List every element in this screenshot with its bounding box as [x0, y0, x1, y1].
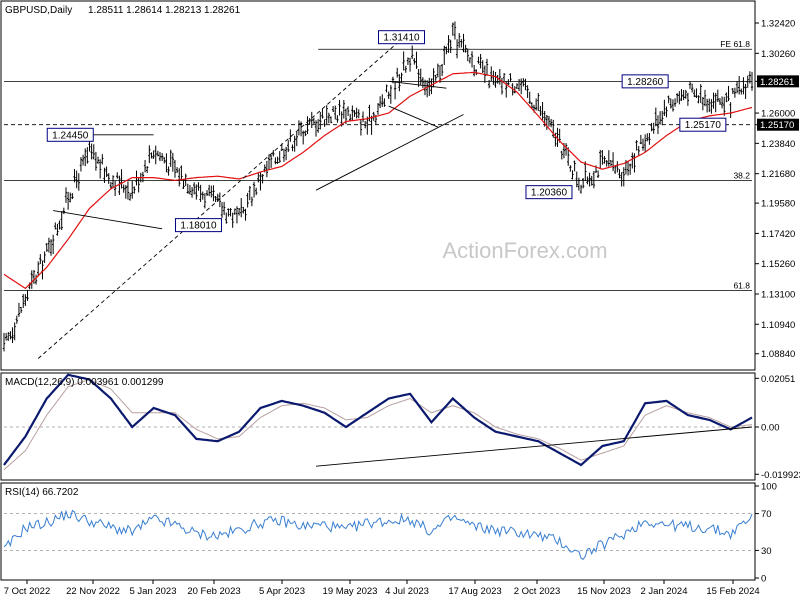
macd-y-tick-label: -0.019923 [761, 470, 800, 481]
x-tick-label: 15 Feb 2024 [706, 586, 759, 597]
support-price-box [757, 118, 799, 131]
price-y-tick-label: 1.30260 [761, 49, 795, 60]
lower-channel-line [53, 210, 163, 230]
price-y-tick-label: 1.17420 [761, 229, 795, 240]
x-tick-label: 7 Oct 2022 [4, 586, 50, 597]
level-label: 1.18010 [180, 221, 217, 232]
level-label-box [174, 218, 222, 233]
price-y-tick-label: 1.26000 [761, 109, 795, 120]
price-y-tick-label: 1.23840 [761, 139, 795, 150]
level-label: 1.28260 [627, 77, 664, 88]
macd-panel-frame [0, 372, 756, 481]
price-bars [2, 21, 754, 352]
level-label-box [378, 30, 426, 45]
macd-line [3, 373, 753, 467]
macd-title: MACD(12,26,9) 0.003961 0.001299 [5, 377, 164, 388]
price-y-tick-label: 1.15260 [761, 259, 795, 270]
fib-label: 38.2 [733, 171, 750, 181]
x-tick-label: 15 Nov 2023 [577, 586, 631, 597]
moving-average [3, 71, 753, 290]
macd-signal-line [3, 379, 753, 471]
rsi-panel-frame [0, 482, 756, 581]
fib-label: 61.8 [733, 280, 750, 290]
level-label: 1.31410 [383, 33, 420, 44]
rsi-title: RSI(14) 66.7202 [5, 487, 79, 498]
x-tick-label: 4 Jul 2023 [385, 586, 429, 597]
ohlc-values: 1.28511 1.28614 1.28213 1.28261 [88, 5, 241, 16]
x-tick-label: 5 Apr 2023 [259, 586, 305, 597]
macd-trendline [315, 426, 753, 467]
triangle-upper-line [388, 80, 447, 89]
price-annotations: 1.31410 1.28260 1.24450 1.25170 1.20360 1.180… [37, 30, 750, 359]
price-y-tick-label: 1.21680 [761, 169, 795, 180]
rsi-indicator: 100 70 30 0 [3, 482, 777, 585]
watermark: ActionForex.com [442, 238, 607, 263]
rsi-y-tick-label: 100 [761, 482, 777, 493]
support-price-label: 1.25170 [760, 120, 794, 131]
triangle-lower-line [388, 105, 439, 128]
level-label-box [679, 117, 727, 132]
price-y-tick-label: 1.32420 [761, 19, 795, 30]
level-label: 1.20360 [531, 188, 568, 199]
rsi-y-tick-label: 30 [761, 546, 772, 557]
x-axis: 7 Oct 2022 22 Nov 2022 5 Jan 2023 20 Feb 20… [4, 580, 760, 597]
macd-indicator: 0.02051 0.00 -0.019923 [3, 373, 800, 481]
price-panel-frame [0, 0, 756, 371]
rsi-y-tick-label: 70 [761, 509, 772, 520]
price-y-tick-label: 1.10940 [761, 320, 795, 331]
macd-y-tick-label: 0.02051 [761, 374, 795, 385]
level-label-box [46, 127, 94, 142]
last-price-label: 1.28261 [760, 77, 794, 88]
trend-to-right [315, 114, 464, 191]
level-label: 1.24450 [52, 130, 89, 141]
x-tick-label: 19 May 2023 [323, 586, 378, 597]
symbol-info: GBPUSD,Daily [5, 5, 72, 16]
price-y-tick-label: 1.13100 [761, 289, 795, 300]
level-label-box [525, 185, 573, 200]
fib-label: FE 61.8 [720, 39, 750, 49]
level-label: 1.25170 [685, 120, 722, 131]
price-y-tick-label: 1.19580 [761, 199, 795, 210]
rsi-line [3, 509, 753, 560]
x-tick-label: 2 Jan 2024 [640, 586, 687, 597]
last-price-box [757, 75, 799, 88]
x-tick-label: 17 Aug 2023 [448, 586, 501, 597]
macd-y-tick-label: 0.00 [761, 423, 780, 434]
x-tick-label: 22 Nov 2022 [66, 586, 120, 597]
level-label-box [621, 74, 669, 89]
rsi-y-tick-label: 0 [761, 574, 766, 585]
x-tick-label: 5 Jan 2023 [129, 586, 176, 597]
x-tick-label: 2 Oct 2023 [514, 586, 560, 597]
price-y-tick-label: 1.08840 [761, 349, 795, 360]
moving-average-line [3, 71, 753, 290]
x-tick-label: 20 Feb 2023 [187, 586, 240, 597]
dashed-trend-line [37, 31, 411, 359]
